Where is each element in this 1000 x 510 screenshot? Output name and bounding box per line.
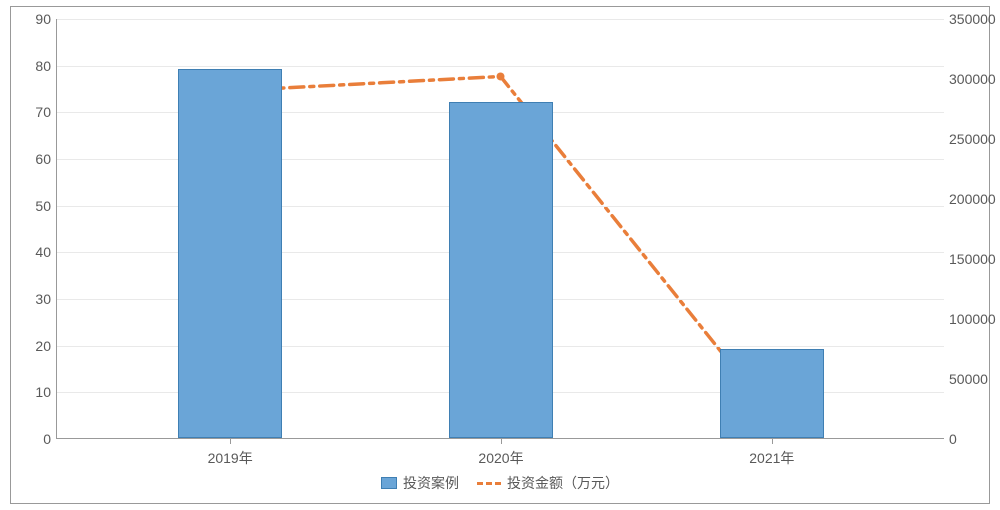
line-marker [497, 72, 505, 80]
y-right-tick-label: 350000 [949, 11, 1000, 27]
y-left-tick-label: 0 [11, 431, 51, 447]
y-right-tick-label: 300000 [949, 71, 1000, 87]
y-right-tick-label: 150000 [949, 251, 1000, 267]
y-left-tick-label: 30 [11, 291, 51, 307]
y-right-tick-label: 0 [949, 431, 1000, 447]
line-swatch-icon [477, 482, 501, 485]
x-tick-mark [230, 438, 231, 444]
bar [178, 69, 282, 438]
y-left-tick-label: 70 [11, 104, 51, 120]
gridline [57, 66, 944, 67]
bar [449, 102, 553, 438]
plot-area: 0102030405060708090050000100000150000200… [56, 19, 944, 439]
x-tick-label: 2019年 [208, 448, 253, 468]
legend: 投资案例 投资金额（万元） [11, 473, 989, 493]
bar [720, 349, 824, 438]
y-right-tick-label: 250000 [949, 131, 1000, 147]
chart-container: 0102030405060708090050000100000150000200… [10, 6, 990, 504]
legend-item-bars: 投资案例 [381, 473, 459, 493]
y-left-tick-label: 40 [11, 244, 51, 260]
x-tick-label: 2020年 [478, 448, 523, 468]
bar-swatch-icon [381, 477, 397, 489]
y-right-tick-label: 200000 [949, 191, 1000, 207]
y-left-tick-label: 10 [11, 384, 51, 400]
y-right-tick-label: 50000 [949, 371, 1000, 387]
y-left-tick-label: 50 [11, 198, 51, 214]
y-right-tick-label: 100000 [949, 311, 1000, 327]
legend-bar-label: 投资案例 [403, 473, 459, 493]
x-tick-mark [501, 438, 502, 444]
y-left-tick-label: 80 [11, 58, 51, 74]
y-left-tick-label: 20 [11, 338, 51, 354]
x-tick-mark [772, 438, 773, 444]
x-tick-label: 2021年 [749, 448, 794, 468]
legend-item-line: 投资金额（万元） [477, 473, 619, 493]
gridline [57, 19, 944, 20]
y-left-tick-label: 90 [11, 11, 51, 27]
y-left-tick-label: 60 [11, 151, 51, 167]
legend-line-label: 投资金额（万元） [507, 473, 619, 493]
